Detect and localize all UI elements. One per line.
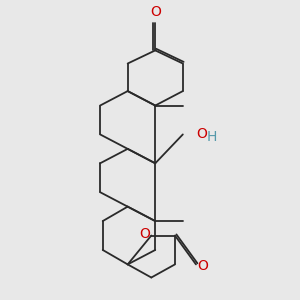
Text: O: O [139,227,150,241]
Text: O: O [150,5,161,19]
Text: O: O [196,128,207,141]
Text: O: O [197,259,208,273]
Text: H: H [206,130,217,144]
